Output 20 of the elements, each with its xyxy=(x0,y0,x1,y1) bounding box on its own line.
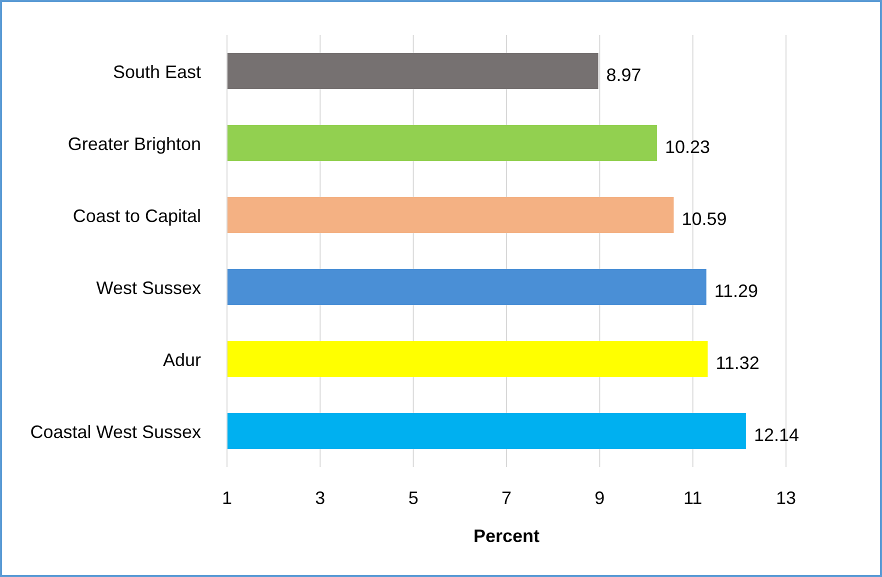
x-tick-label: 5 xyxy=(408,488,418,508)
data-label: 11.29 xyxy=(714,281,758,301)
data-label: 11.32 xyxy=(716,353,760,373)
x-tick-label: 9 xyxy=(594,488,605,508)
y-tick-label: South East xyxy=(112,62,201,82)
data-label: 10.23 xyxy=(664,137,710,157)
data-label: 10.59 xyxy=(682,209,727,229)
data-label: 12.14 xyxy=(754,425,799,445)
y-tick-label: Coastal West Sussex xyxy=(30,422,201,442)
y-tick-label: West Sussex xyxy=(96,278,201,298)
x-tick-label: 11 xyxy=(683,488,702,508)
x-tick-label: 3 xyxy=(315,488,326,508)
x-axis-title: Percent xyxy=(473,526,540,546)
x-tick-label: 7 xyxy=(501,488,512,508)
data-label: 8.97 xyxy=(606,65,642,85)
y-tick-label: Adur xyxy=(162,350,201,370)
y-tick-label: Coast to Capital xyxy=(72,206,201,226)
y-tick-label: Greater Brighton xyxy=(68,134,201,154)
x-tick-label: 13 xyxy=(776,488,796,508)
x-tick-label: 1 xyxy=(222,488,232,508)
